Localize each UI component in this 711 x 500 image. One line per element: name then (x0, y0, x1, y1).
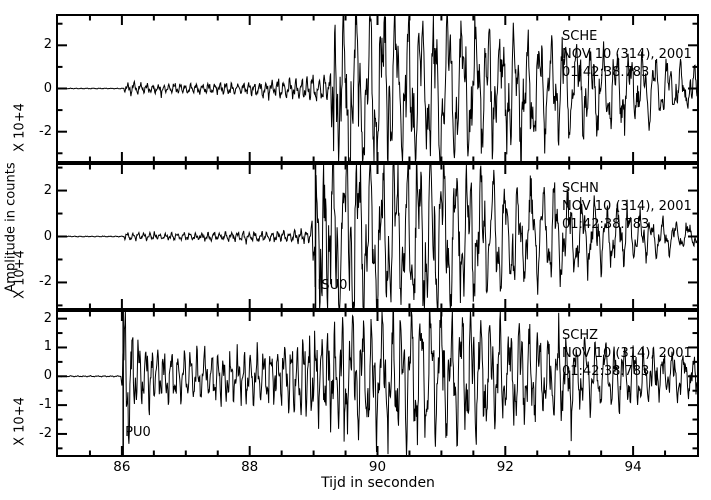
y-tick-label: 1 (43, 339, 52, 355)
station-code: SCHZ (562, 328, 599, 343)
waveform-trace-SCHE (57, 14, 698, 163)
y-tick-label: 0 (43, 368, 52, 384)
x-tick-label: 94 (624, 459, 642, 475)
event-date: NOV 10 (314), 2001 (562, 47, 692, 62)
x-tick-label: 86 (113, 459, 131, 475)
phase-pick-label: PU0 (125, 425, 151, 440)
y-tick-label: -2 (39, 274, 52, 290)
y-tick-label: 0 (43, 228, 52, 244)
y-tick-label: 0 (43, 80, 52, 96)
seismogram-panel-SCHE (56, 14, 699, 163)
x-tick-label: 92 (496, 459, 514, 475)
y-tick-label: -2 (39, 425, 52, 441)
y-tick-label: -2 (39, 123, 52, 139)
y-tick-label: 2 (43, 310, 52, 326)
y-tick-label: -1 (39, 397, 52, 413)
waveform-trace-SCHZ (57, 310, 698, 457)
waveform-trace-SCHN (57, 163, 698, 310)
y-tick-label: 2 (43, 37, 52, 53)
station-code: SCHN (562, 181, 599, 196)
x-axis-title: Tijd in seconden (321, 475, 435, 491)
seismogram-panel-SCHZ (56, 310, 699, 457)
x-tick-label: 90 (368, 459, 387, 475)
y-tick-label: 2 (43, 182, 52, 198)
y-scale-label: X 10+4 (12, 103, 28, 152)
y-scale-label: X 10+4 (12, 397, 28, 446)
seismogram-panel-SCHN (56, 163, 699, 310)
station-code: SCHE (562, 29, 598, 44)
x-tick-label: 88 (241, 459, 259, 475)
phase-pick-label: ISU0 (317, 278, 348, 293)
y-scale-label: X 10+4 (12, 250, 28, 299)
